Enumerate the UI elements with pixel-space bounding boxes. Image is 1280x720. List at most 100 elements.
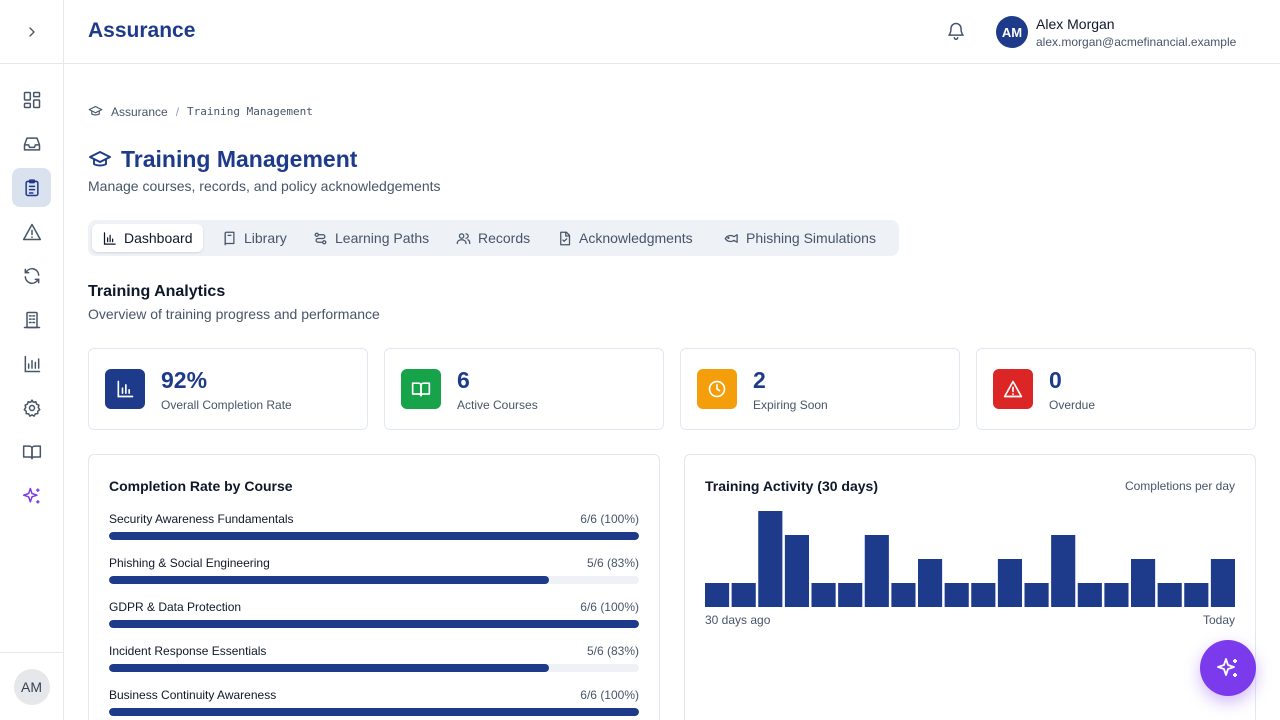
breadcrumb-current: Training Management: [187, 105, 313, 118]
activity-bar: [1104, 583, 1129, 607]
users-icon: [456, 231, 471, 246]
sidebar-item-reports[interactable]: [12, 344, 51, 383]
course-value: 5/6 (83%): [586, 644, 639, 658]
activity-bar: [944, 583, 969, 607]
sidebar-item-training[interactable]: [12, 168, 51, 207]
tab-acknowledgments[interactable]: Acknowledgments: [547, 224, 703, 252]
activity-bar: [838, 583, 863, 607]
expand-sidebar-button[interactable]: [0, 0, 63, 64]
stat-value: 0: [1049, 367, 1062, 393]
tab-records[interactable]: Records: [446, 224, 540, 252]
user-name: Alex Morgan: [1036, 16, 1115, 32]
activity-bar: [1131, 559, 1156, 607]
gear-icon: [22, 398, 42, 418]
section-subtitle: Overview of training progress and perfor…: [88, 306, 380, 322]
alert-triangle-icon: [1003, 379, 1023, 399]
sidebar-item-vendors[interactable]: [12, 300, 51, 339]
axis-end-label: Today: [1202, 613, 1235, 627]
tab-library[interactable]: Library: [212, 224, 297, 252]
stat-card-active-courses: 6 Active Courses: [384, 348, 664, 430]
app-title[interactable]: Assurance: [88, 19, 196, 42]
course-name: GDPR & Data Protection: [109, 600, 242, 614]
progress-track: [109, 708, 639, 716]
bar-chart-icon: [22, 354, 42, 374]
ai-assistant-button[interactable]: [1200, 640, 1256, 696]
activity-bar: [1184, 583, 1209, 607]
clipboard-icon: [22, 178, 42, 198]
activity-card: Training Activity (30 days) Completions …: [684, 454, 1256, 720]
stat-value: 6: [457, 367, 470, 393]
avatar[interactable]: AM: [13, 668, 50, 705]
building-icon: [22, 310, 42, 330]
stat-label: Active Courses: [457, 398, 538, 412]
bar-chart-icon: [115, 379, 135, 399]
course-row: Phishing & Social Engineering 5/6 (83%): [109, 556, 639, 592]
course-value: 6/6 (100%): [580, 688, 639, 702]
course-row: Security Awareness Fundamentals 6/6 (100…: [109, 512, 639, 548]
breadcrumb-root[interactable]: Assurance: [111, 104, 168, 119]
sidebar-item-dashboard[interactable]: [12, 80, 51, 119]
book-open-icon: [411, 379, 431, 399]
graduation-cap-icon: [88, 148, 112, 172]
inbox-icon: [22, 134, 42, 154]
course-row: Incident Response Essentials 5/6 (83%): [109, 644, 639, 680]
notifications-button[interactable]: [946, 20, 966, 42]
progress-fill: [109, 708, 639, 716]
activity-bar: [891, 583, 916, 607]
user-avatar[interactable]: AM: [996, 16, 1028, 48]
card-note: Completions per day: [1124, 479, 1235, 493]
activity-bar: [997, 559, 1023, 607]
activity-bar: [1210, 559, 1235, 607]
refresh-icon: [22, 266, 42, 286]
page-title-text: Training Management: [121, 146, 358, 172]
tab-label: Acknowledgments: [579, 230, 693, 246]
course-value: 6/6 (100%): [580, 512, 639, 526]
course-name: Phishing & Social Engineering: [109, 556, 270, 570]
dashboard-grid-icon: [22, 90, 42, 110]
sidebar-item-ai[interactable]: [12, 476, 51, 515]
activity-bar: [758, 511, 783, 607]
activity-bar: [731, 583, 756, 607]
stat-icon-box: [105, 369, 145, 409]
stat-label: Overdue: [1049, 398, 1096, 412]
tab-label: Learning Paths: [335, 230, 430, 246]
course-row: GDPR & Data Protection 6/6 (100%): [109, 600, 639, 636]
stat-value: 2: [753, 367, 766, 393]
course-name: Business Continuity Awareness: [109, 688, 277, 702]
book-open-icon: [22, 442, 42, 462]
activity-bar: [918, 559, 943, 607]
stat-card-expiring: 2 Expiring Soon: [680, 348, 960, 430]
stat-card-completion: 92% Overall Completion Rate: [88, 348, 368, 430]
graduation-cap-icon: [88, 104, 103, 119]
course-name: Incident Response Essentials: [109, 644, 267, 658]
top-bar: Assurance AM Alex Morgan alex.morgan@acm…: [64, 0, 1280, 64]
bell-icon: [946, 20, 966, 42]
stat-icon-box: [401, 369, 441, 409]
activity-bar: [1157, 583, 1182, 607]
course-row: Business Continuity Awareness 6/6 (100%): [109, 688, 639, 720]
sidebar-item-docs[interactable]: [12, 432, 51, 471]
sidebar-item-risks[interactable]: [12, 212, 51, 251]
clock-icon: [707, 379, 727, 399]
progress-fill: [109, 664, 549, 672]
progress-track: [109, 620, 639, 628]
sidebar-footer: AM: [0, 652, 63, 720]
alert-triangle-icon: [22, 222, 42, 242]
progress-track: [109, 532, 639, 540]
activity-bar: [784, 535, 810, 607]
stat-icon-box: [993, 369, 1033, 409]
sidebar-item-inbox[interactable]: [12, 124, 51, 163]
stat-label: Overall Completion Rate: [161, 398, 292, 412]
tab-dashboard[interactable]: Dashboard: [92, 224, 203, 252]
tab-learning-paths[interactable]: Learning Paths: [303, 224, 439, 252]
stat-card-overdue: 0 Overdue: [976, 348, 1256, 430]
activity-bar: [864, 535, 889, 607]
tab-label: Phishing Simulations: [746, 230, 876, 246]
sidebar-item-settings[interactable]: [12, 388, 51, 427]
sidebar-item-reviews[interactable]: [12, 256, 51, 295]
activity-bar: [1077, 583, 1102, 607]
section-title: Training Analytics: [88, 283, 226, 300]
activity-bar: [705, 583, 730, 607]
tab-phishing-simulations[interactable]: Phishing Simulations: [714, 224, 886, 252]
course-value: 5/6 (83%): [586, 556, 639, 570]
